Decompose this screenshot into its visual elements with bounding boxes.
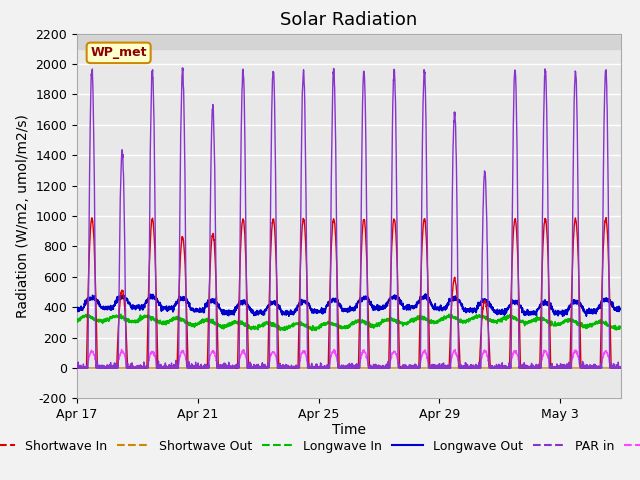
PAR out bbox=[271, 350, 278, 356]
Longwave In bbox=[308, 328, 316, 334]
Shortwave In bbox=[617, 365, 625, 371]
Longwave In bbox=[73, 318, 81, 324]
Shortwave Out bbox=[547, 365, 554, 371]
Shortwave In bbox=[602, 215, 610, 220]
PAR out bbox=[118, 347, 125, 352]
Shortwave Out bbox=[73, 365, 81, 371]
Title: Solar Radiation: Solar Radiation bbox=[280, 11, 417, 29]
Shortwave Out bbox=[270, 365, 278, 371]
Shortwave Out bbox=[159, 365, 166, 371]
Bar bbox=[77, 0, 621, 49]
PAR in bbox=[367, 362, 374, 368]
Line: Shortwave In: Shortwave In bbox=[77, 217, 621, 368]
Longwave Out bbox=[270, 298, 278, 304]
Shortwave Out bbox=[193, 365, 201, 371]
PAR in bbox=[159, 365, 166, 371]
PAR in bbox=[194, 364, 202, 370]
PAR out bbox=[547, 365, 554, 371]
Shortwave Out bbox=[125, 365, 133, 371]
Longwave In bbox=[271, 324, 278, 329]
Longwave In bbox=[126, 318, 134, 324]
Shortwave In bbox=[366, 365, 374, 371]
Legend: Shortwave In, Shortwave Out, Longwave In, Longwave Out, PAR in, PAR out: Shortwave In, Shortwave Out, Longwave In… bbox=[0, 435, 640, 458]
Shortwave In bbox=[547, 365, 554, 371]
Shortwave In bbox=[159, 365, 166, 371]
Longwave In bbox=[617, 324, 625, 329]
Longwave Out bbox=[559, 313, 566, 319]
Longwave In bbox=[367, 324, 374, 330]
PAR in bbox=[271, 100, 278, 106]
Shortwave Out bbox=[366, 365, 374, 371]
PAR in bbox=[73, 363, 81, 369]
Shortwave Out bbox=[617, 365, 625, 371]
Longwave Out bbox=[125, 301, 133, 307]
Shortwave In bbox=[73, 365, 81, 371]
Shortwave In bbox=[73, 365, 81, 371]
Longwave Out bbox=[193, 308, 201, 313]
PAR in bbox=[73, 365, 81, 371]
PAR out bbox=[73, 365, 81, 371]
Line: Longwave Out: Longwave Out bbox=[77, 294, 621, 316]
Longwave Out bbox=[159, 305, 166, 311]
Line: PAR in: PAR in bbox=[77, 68, 621, 368]
PAR in bbox=[617, 364, 625, 370]
PAR in bbox=[126, 365, 134, 371]
Longwave Out bbox=[422, 291, 429, 297]
PAR in bbox=[179, 65, 186, 71]
Longwave In bbox=[547, 323, 555, 329]
PAR out bbox=[617, 365, 625, 371]
Line: Longwave In: Longwave In bbox=[77, 314, 621, 331]
Text: WP_met: WP_met bbox=[90, 47, 147, 60]
Line: PAR out: PAR out bbox=[77, 349, 621, 368]
X-axis label: Time: Time bbox=[332, 422, 366, 436]
Shortwave In bbox=[194, 365, 202, 371]
Longwave In bbox=[159, 322, 166, 327]
PAR out bbox=[159, 365, 166, 371]
Shortwave In bbox=[271, 222, 278, 228]
Y-axis label: Radiation (W/m2, umol/m2/s): Radiation (W/m2, umol/m2/s) bbox=[15, 114, 29, 318]
Shortwave In bbox=[126, 363, 134, 369]
PAR out bbox=[366, 365, 374, 371]
PAR out bbox=[126, 365, 134, 371]
Longwave Out bbox=[366, 300, 374, 305]
PAR in bbox=[547, 365, 555, 371]
PAR out bbox=[194, 365, 202, 371]
Longwave In bbox=[117, 312, 125, 317]
Longwave In bbox=[194, 321, 202, 326]
Longwave Out bbox=[73, 305, 81, 311]
Longwave Out bbox=[547, 300, 554, 306]
Longwave Out bbox=[617, 306, 625, 312]
